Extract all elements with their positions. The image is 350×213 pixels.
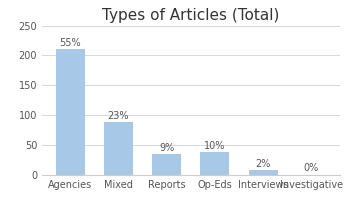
Text: 2%: 2%: [256, 159, 271, 169]
Bar: [104, 122, 133, 175]
Bar: [201, 152, 229, 175]
Bar: [152, 154, 181, 175]
Text: 55%: 55%: [59, 38, 81, 48]
Bar: [56, 49, 84, 175]
Text: 23%: 23%: [107, 111, 129, 121]
Text: 9%: 9%: [159, 143, 174, 153]
Text: 0%: 0%: [304, 163, 319, 173]
Text: 10%: 10%: [204, 141, 226, 151]
Bar: [249, 170, 278, 175]
Title: Types of Articles (Total): Types of Articles (Total): [102, 8, 279, 23]
